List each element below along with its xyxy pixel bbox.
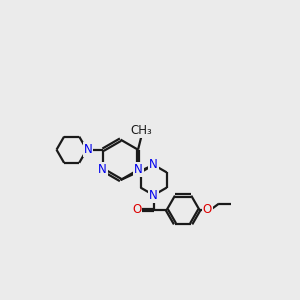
- Text: N: N: [134, 164, 143, 176]
- Text: N: N: [149, 189, 158, 202]
- Text: N: N: [98, 164, 107, 176]
- Text: O: O: [202, 203, 212, 216]
- Text: N: N: [84, 143, 92, 156]
- Text: O: O: [132, 203, 141, 216]
- Text: CH₃: CH₃: [130, 124, 152, 136]
- Text: N: N: [149, 158, 158, 171]
